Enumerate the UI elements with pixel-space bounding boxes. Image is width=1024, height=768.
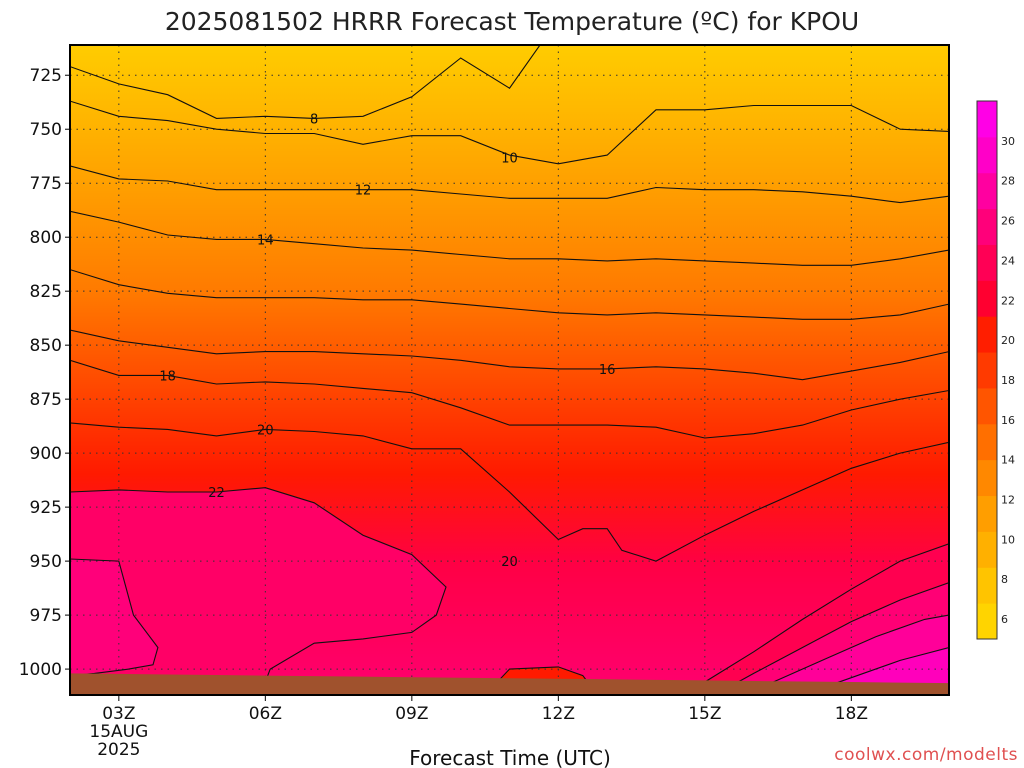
contour-line: [70, 45, 541, 119]
y-tick-label: 925: [30, 498, 62, 518]
colorbar-label: 16: [1001, 414, 1015, 427]
contour-line: [70, 165, 949, 204]
contour-line: [70, 422, 949, 562]
y-tick-label: 750: [30, 120, 62, 140]
plot-area: 8 10 12 14 16 18 20 22 20: [70, 45, 949, 695]
colorbar-segment: [977, 352, 997, 389]
warm-region-22: [70, 487, 446, 695]
x-tick-label: 15Z: [688, 704, 721, 724]
colorbar-segment: [977, 172, 997, 210]
colorbar-segment: [977, 603, 997, 640]
x-tick-label: 12Z: [542, 704, 575, 724]
colorbar-segment: [977, 495, 997, 532]
y-tick-label: 850: [30, 336, 62, 356]
y-tick-label: 775: [30, 174, 62, 194]
y-tick-label: 1000: [19, 660, 62, 680]
colorbar-segment: [977, 567, 997, 604]
plot-frame: [69, 44, 950, 696]
colorbar-label: 12: [1001, 494, 1015, 507]
contour-label: 20: [501, 555, 518, 570]
colorbar-label: 24: [1001, 254, 1015, 267]
colorbar-segment: [977, 208, 997, 245]
colorbar-segment: [977, 244, 997, 281]
contour-line: [70, 269, 949, 320]
colorbar-segment: [977, 280, 997, 317]
contour-label: 12: [355, 184, 372, 199]
credit[interactable]: coolwx.com/modelts: [834, 745, 1018, 765]
contour-labels: 8 10 12 14 16 18 20 22 20: [159, 112, 616, 570]
colorbar-label: 14: [1001, 454, 1015, 467]
ground-surface: [70, 673, 949, 695]
x-tick-date: 2025: [97, 740, 140, 760]
x-axis-label: Forecast Time (UTC): [409, 746, 611, 768]
y-tick-label: 725: [30, 66, 62, 86]
colorbar-segment: [977, 316, 997, 353]
y-tick-label: 825: [30, 282, 62, 302]
grid: [70, 45, 949, 695]
colorbar-label: 8: [1001, 573, 1008, 586]
x-tick-label: 06Z: [249, 704, 282, 724]
chart-title: 2025081502 HRRR Forecast Temperature (ºC…: [165, 7, 859, 36]
contour-line: [70, 210, 949, 266]
colorbar-label: 6: [1001, 613, 1008, 626]
y-tick-label: 800: [30, 228, 62, 248]
contours: [70, 45, 949, 695]
contour-line: [70, 100, 949, 165]
x-tick-label: 03Z: [102, 704, 135, 724]
colorbar-label: 28: [1001, 175, 1015, 188]
colorbar-label: 20: [1001, 334, 1015, 347]
colorbar-segment: [977, 531, 997, 568]
colorbar-label: 22: [1001, 294, 1015, 307]
x-tick-date: 15AUG: [89, 722, 148, 742]
contour-label: 8: [310, 112, 318, 127]
x-tick-label: 18Z: [835, 704, 868, 724]
contour-label: 16: [599, 363, 616, 378]
colorbar-label: 30: [1001, 135, 1015, 148]
colorbar-segment: [977, 101, 997, 138]
y-tick-label: 950: [30, 552, 62, 572]
contour-line: [70, 329, 949, 381]
y-tick-label: 900: [30, 444, 62, 464]
contour-line: [70, 487, 447, 687]
contour-label: 18: [159, 369, 176, 384]
y-tick-label: 875: [30, 390, 62, 410]
contour-label: 22: [208, 486, 225, 501]
contour-label: 14: [257, 233, 274, 248]
contour-line: [70, 558, 159, 677]
colorbar-label: 26: [1001, 215, 1015, 228]
contour-line: [70, 359, 949, 439]
warm-region-24: [70, 559, 158, 676]
contour-label: 20: [257, 423, 274, 438]
contour-label: 10: [501, 151, 518, 166]
y-tick-label: 975: [30, 606, 62, 626]
colorbar-label: 10: [1001, 533, 1015, 546]
colorbar-segment: [977, 387, 997, 425]
colorbar-segment: [977, 136, 997, 174]
y-axis: 725 750 775 800 825 850 875 900 925 950 975 1000: [19, 66, 70, 680]
colorbar-frame: [976, 100, 998, 640]
colorbar-label: 18: [1001, 374, 1015, 387]
colorbar-segment: [977, 459, 997, 497]
colorbar-segment: [977, 423, 997, 461]
contour-line: [714, 582, 949, 695]
x-tick-label: 09Z: [395, 704, 428, 724]
colorbar: 6 8 10 12 14 16 18 20 22 24 26 28 30: [976, 100, 1015, 640]
